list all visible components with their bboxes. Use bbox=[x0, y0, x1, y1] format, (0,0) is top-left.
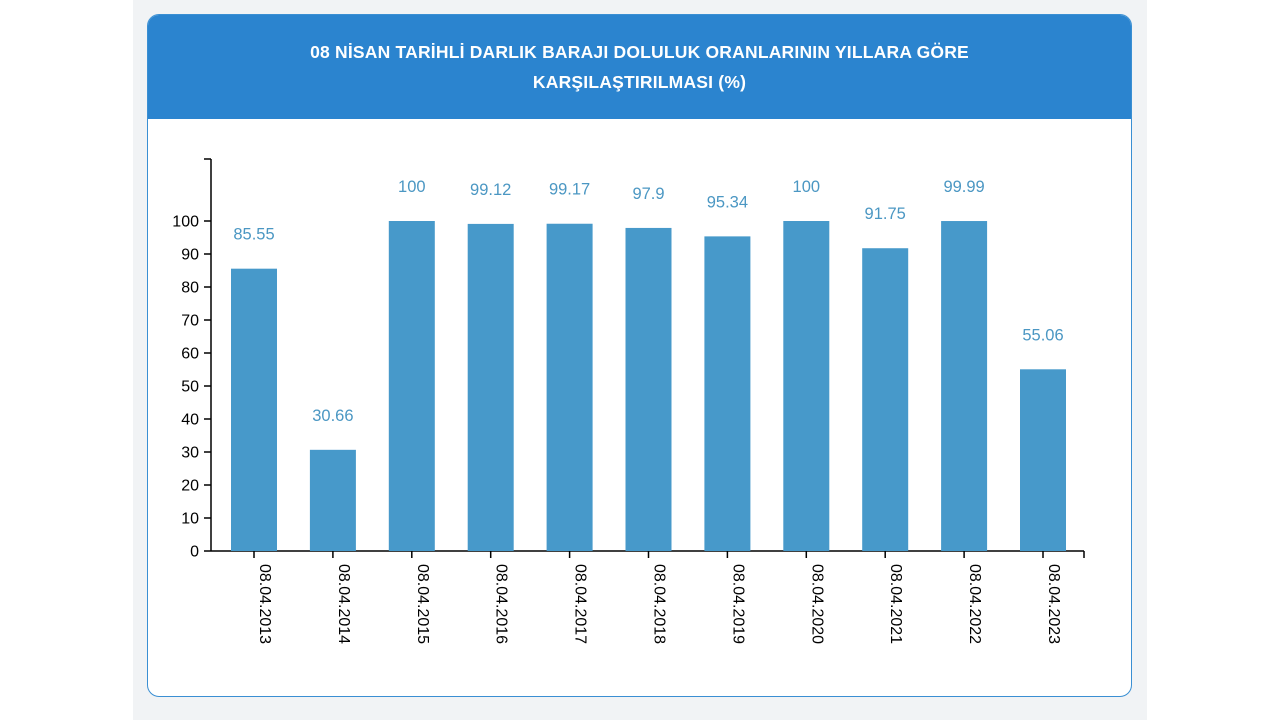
y-axis: 0 10 20 30 40 50 60 70 80 90 100 bbox=[172, 158, 212, 561]
bar-08.04.2023 bbox=[1020, 369, 1066, 551]
data-label: 95.34 bbox=[707, 193, 748, 211]
bar-08.04.2018 bbox=[625, 227, 672, 551]
y-tick-label: 20 bbox=[181, 478, 199, 495]
data-label: 30.66 bbox=[312, 407, 353, 425]
data-label: 100 bbox=[398, 178, 426, 196]
data-label: 99.12 bbox=[470, 181, 511, 199]
y-tick-label: 80 bbox=[181, 280, 199, 297]
bar-08.04.2016 bbox=[467, 223, 514, 552]
category-label: 08.04.2018 bbox=[651, 564, 668, 644]
category-label: 08.04.2013 bbox=[256, 564, 273, 644]
bar-08.04.2021 bbox=[862, 248, 909, 551]
data-label: 99.99 bbox=[943, 178, 984, 196]
data-label: 100 bbox=[793, 178, 821, 196]
category-label: 08.04.2022 bbox=[966, 564, 983, 644]
y-tick-label: 60 bbox=[181, 346, 199, 363]
data-label: 91.75 bbox=[865, 205, 906, 223]
x-axis bbox=[211, 550, 1085, 558]
bar-08.04.2019 bbox=[704, 236, 751, 552]
chart-header: 08 NİSAN TARİHLİ DARLIK BARAJI DOLULUK O… bbox=[148, 15, 1131, 119]
y-tick-label: 30 bbox=[181, 445, 199, 462]
category-label: 08.04.2016 bbox=[493, 564, 510, 644]
category-label: 08.04.2021 bbox=[887, 564, 904, 644]
bar-08.04.2015 bbox=[388, 221, 435, 551]
data-label: 55.06 bbox=[1022, 326, 1063, 344]
y-tick-label: 100 bbox=[172, 214, 199, 231]
data-label: 97.9 bbox=[632, 185, 664, 203]
category-label: 08.04.2015 bbox=[414, 564, 431, 644]
y-tick-label: 50 bbox=[181, 379, 199, 396]
bars bbox=[231, 221, 1066, 552]
category-label: 08.04.2014 bbox=[335, 564, 352, 644]
y-tick-label: 90 bbox=[181, 247, 199, 264]
category-labels: 08.04.2013 08.04.2014 08.04.2015 08.04.2016… bbox=[256, 564, 1062, 644]
chart-title: 08 NİSAN TARİHLİ DARLIK BARAJI DOLULUK O… bbox=[310, 42, 969, 92]
bar-08.04.2020 bbox=[783, 221, 830, 551]
data-label: 85.55 bbox=[233, 226, 274, 244]
bar-08.04.2014 bbox=[309, 449, 356, 551]
data-labels: 85.55 30.66 100 99.12 99.17 97.9 95.34 100 91.75… bbox=[233, 178, 1063, 425]
category-label: 08.04.2017 bbox=[572, 564, 589, 644]
category-label: 08.04.2019 bbox=[729, 564, 746, 644]
bar-08.04.2013 bbox=[231, 268, 277, 551]
bar-08.04.2022 bbox=[941, 221, 988, 551]
y-tick-label: 10 bbox=[181, 511, 199, 528]
category-label: 08.04.2023 bbox=[1045, 564, 1062, 644]
data-label: 99.17 bbox=[549, 181, 590, 199]
category-label: 08.04.2020 bbox=[808, 564, 825, 644]
bar-08.04.2017 bbox=[546, 223, 593, 551]
y-tick-label: 70 bbox=[181, 313, 199, 330]
y-tick-label: 40 bbox=[181, 412, 199, 429]
y-tick-label: 0 bbox=[190, 544, 199, 561]
